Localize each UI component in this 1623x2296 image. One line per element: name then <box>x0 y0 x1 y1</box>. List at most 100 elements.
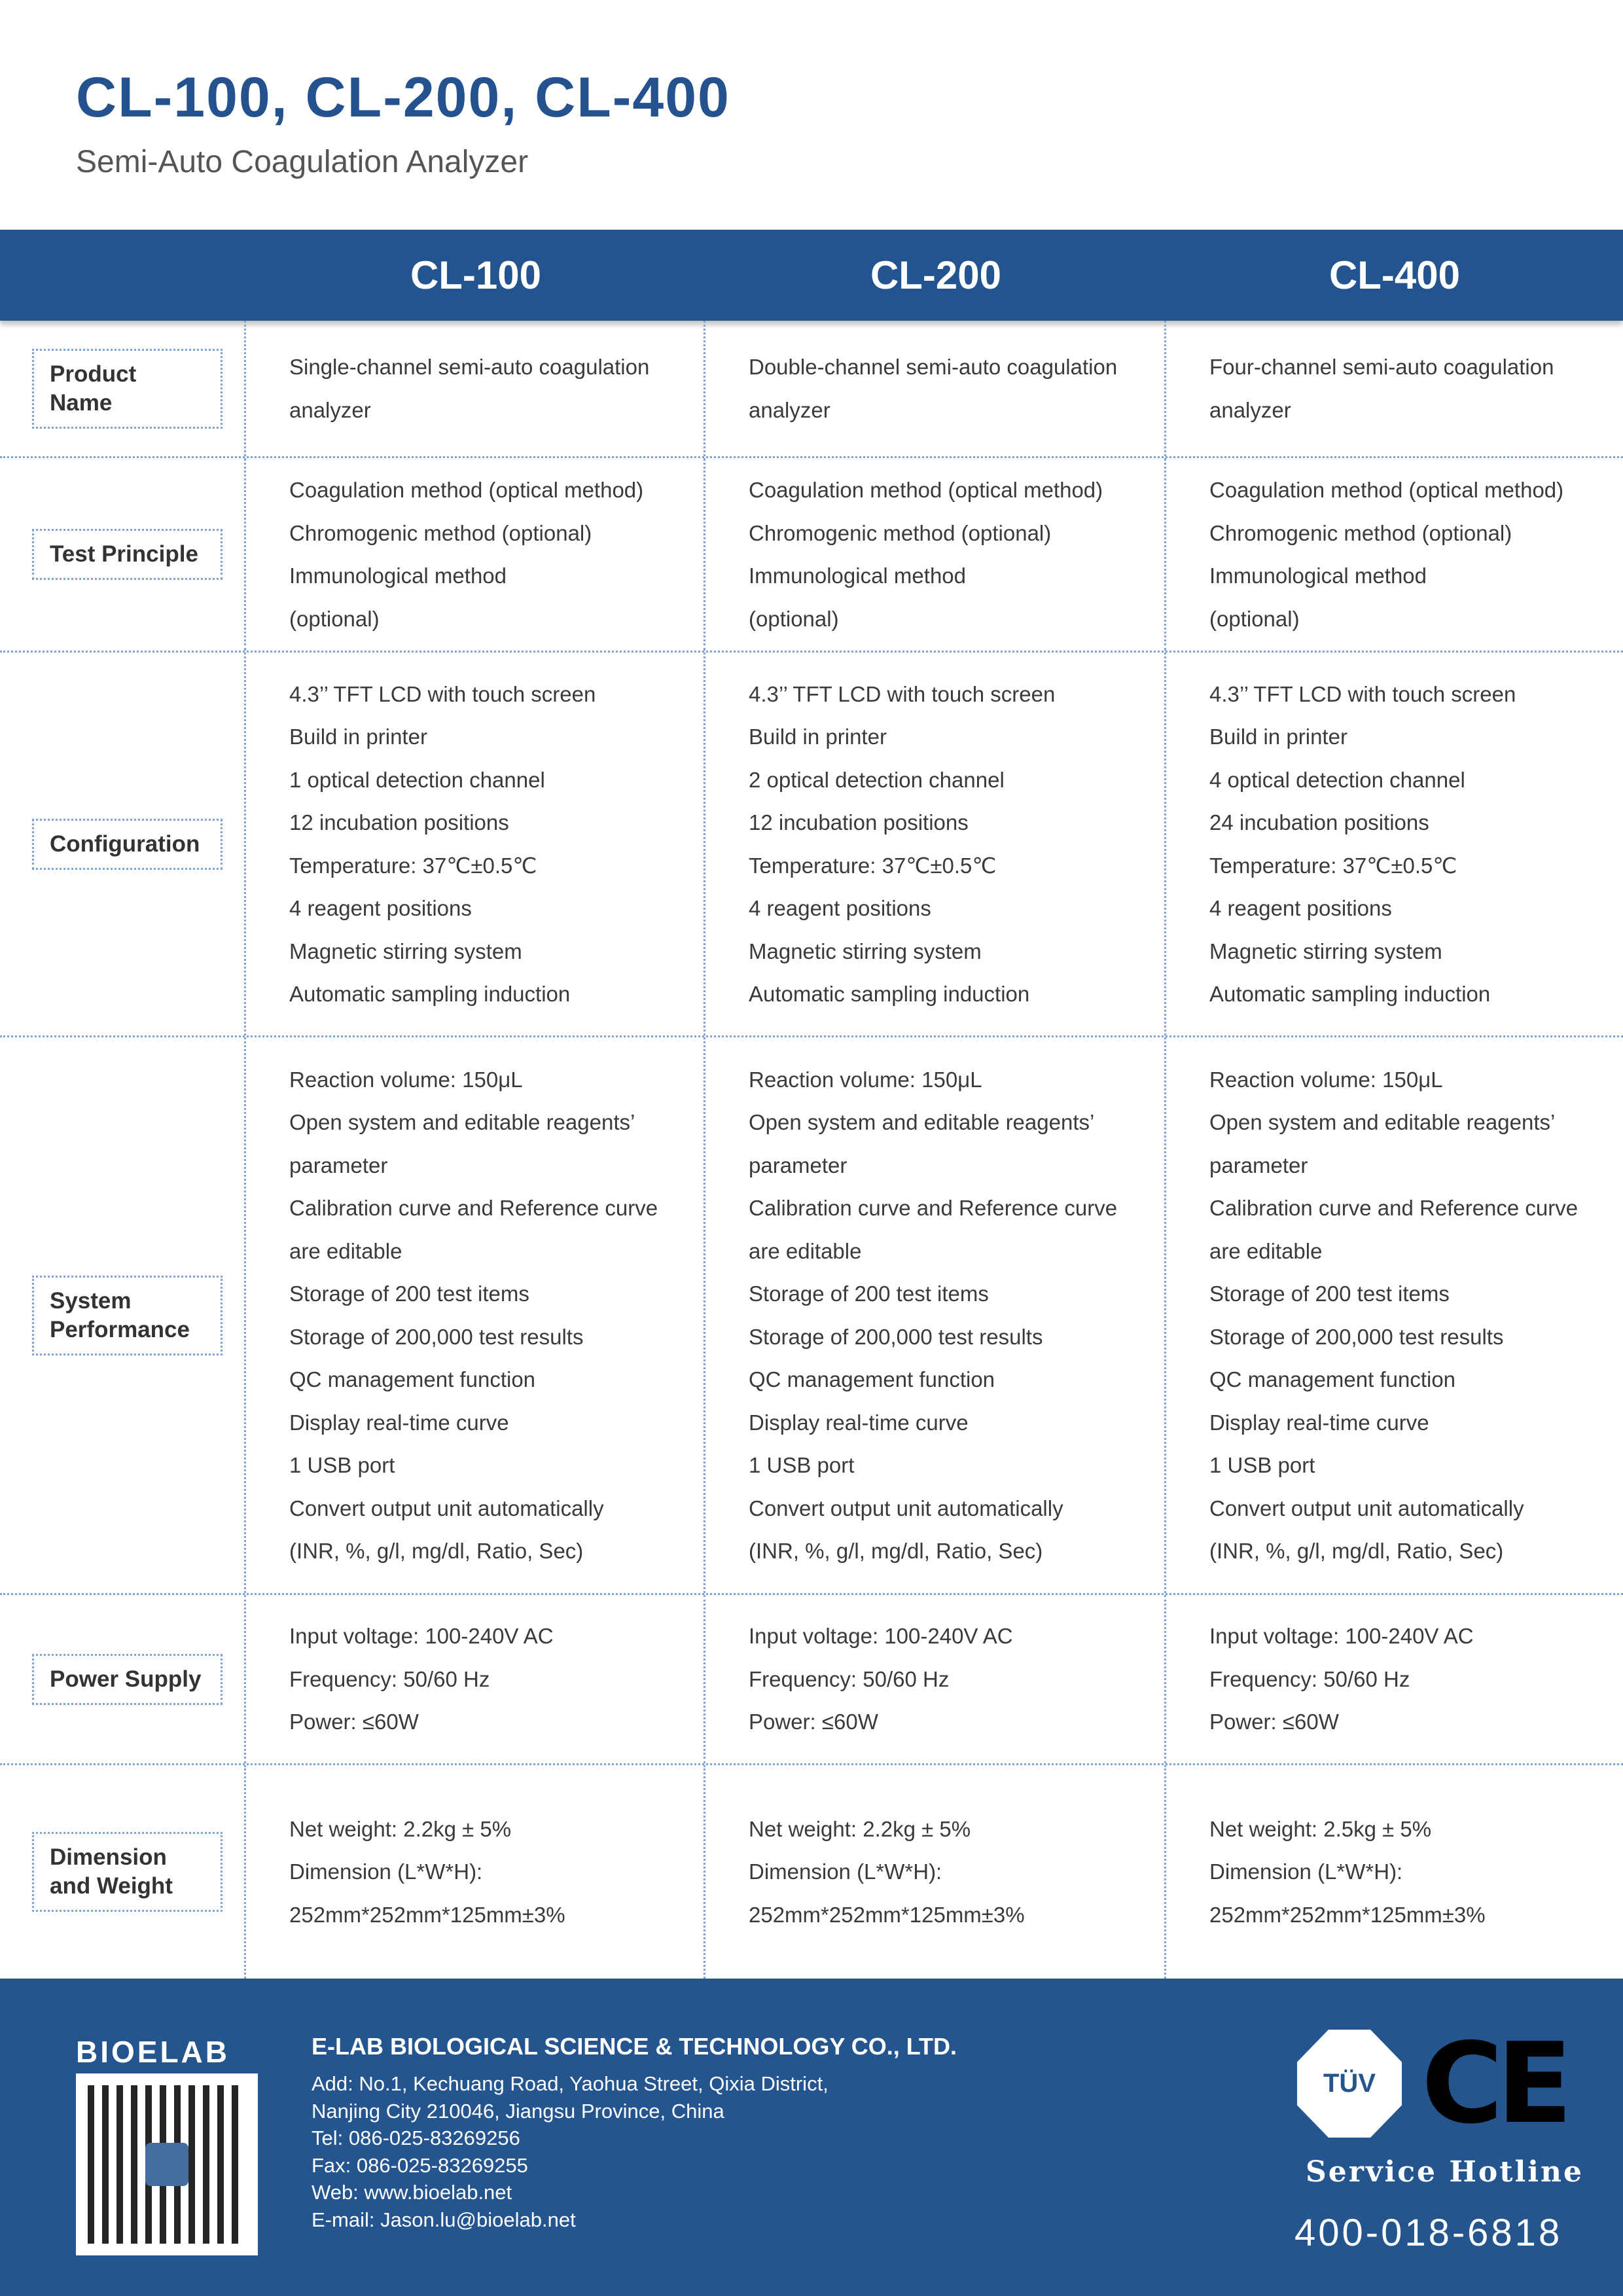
address-line: Nanjing City 210046, Jiangsu Province, C… <box>312 2099 724 2123</box>
footer: BIOELAB E-LAB BIOLOGICAL SCIENCE & TECHN… <box>0 1979 1623 2296</box>
spec-line: (INR, %, g/l, mg/dl, Ratio, Sec) <box>289 1539 584 1563</box>
spec-line: Calibration curve and Reference curve <box>1209 1196 1578 1220</box>
row-label-cell: Test Principle <box>0 458 246 651</box>
spec-line: Dimension (L*W*H): <box>749 1859 942 1884</box>
spec-line: Storage of 200,000 test results <box>289 1324 584 1349</box>
email-link[interactable]: E-mail: Jason.lu@bioelab.net <box>312 2208 576 2231</box>
service-hotline-number: 400-018-6818 <box>1294 2212 1563 2254</box>
spec-line: Immunological method <box>749 564 966 588</box>
column-header: CL-400 <box>1329 253 1461 297</box>
spec-line: Display real-time curve <box>1209 1410 1429 1435</box>
spec-line: Net weight: 2.5kg ± 5% <box>1209 1816 1432 1841</box>
spec-line: 252mm*252mm*125mm±3% <box>749 1902 1025 1927</box>
spec-line: are editable <box>749 1238 862 1263</box>
web-link[interactable]: Web: www.bioelab.net <box>312 2181 512 2204</box>
spec-line: 24 incubation positions <box>1209 810 1429 834</box>
row-label-cell: Dimension and Weight <box>0 1765 246 1979</box>
spec-line: 4 optical detection channel <box>1209 767 1465 792</box>
service-hotline-label: Service Hotline <box>1306 2155 1584 2189</box>
spec-line: 4.3’’ TFT LCD with touch screen <box>289 681 596 706</box>
spec-line: Power: ≤60W <box>749 1710 878 1734</box>
spec-cell: Double-channel semi-auto coagulation anal… <box>705 321 1166 456</box>
column-header-band: CL-100 CL-200 CL-400 <box>0 230 1623 321</box>
column-header: CL-100 <box>410 253 542 297</box>
table-row: Power Supply Input voltage: 100-240V AC Fr… <box>0 1595 1623 1765</box>
spec-line: Display real-time curve <box>289 1410 509 1435</box>
spec-line: Calibration curve and Reference curve <box>289 1196 658 1220</box>
spec-line: Magnetic stirring system <box>749 939 982 963</box>
spec-cell: Input voltage: 100-240V AC Frequency: 50/… <box>705 1595 1166 1763</box>
spec-line: Convert output unit automatically <box>289 1496 604 1520</box>
spec-line: Dimension (L*W*H): <box>1209 1859 1403 1884</box>
spec-cell: Coagulation method (optical method) Chrom… <box>1166 458 1623 651</box>
spec-line: 2 optical detection channel <box>749 767 1005 792</box>
ce-mark-logo: CE <box>1421 2019 1573 2149</box>
spec-line: Net weight: 2.2kg ± 5% <box>289 1816 512 1841</box>
spec-line: Power: ≤60W <box>1209 1710 1339 1734</box>
spec-line: Storage of 200 test items <box>749 1282 989 1306</box>
spec-line: 12 incubation positions <box>289 810 509 834</box>
spec-line: Reaction volume: 150μL <box>289 1067 523 1092</box>
spec-line: Input voltage: 100-240V AC <box>289 1624 554 1649</box>
spec-line: analyzer <box>1209 397 1291 422</box>
table-row: System Performance Reaction volume: 150μL… <box>0 1037 1623 1595</box>
spec-line: 1 USB port <box>289 1453 395 1477</box>
spec-line: Single-channel semi-auto coagulation <box>289 355 650 379</box>
spec-line: 1 USB port <box>1209 1453 1315 1477</box>
spec-cell: 4.3’’ TFT LCD with touch screen Build in … <box>705 653 1166 1035</box>
page-title: CL-100, CL-200, CL-400 <box>76 66 730 129</box>
spec-line: Open system and editable reagents’ <box>289 1110 635 1134</box>
spec-line: Immunological method <box>1209 564 1427 588</box>
spec-line: Build in printer <box>289 725 427 749</box>
row-label-cell: Power Supply <box>0 1595 246 1763</box>
spec-line: 252mm*252mm*125mm±3% <box>289 1902 565 1927</box>
spec-line: Net weight: 2.2kg ± 5% <box>749 1816 971 1841</box>
spec-line: Dimension (L*W*H): <box>289 1859 483 1884</box>
spec-line: parameter <box>1209 1153 1308 1177</box>
spec-cell: Input voltage: 100-240V AC Frequency: 50/… <box>246 1595 705 1763</box>
spec-cell: Input voltage: 100-240V AC Frequency: 50/… <box>1166 1595 1623 1763</box>
spec-table: Product Name Single-channel semi-auto coa… <box>0 321 1623 1979</box>
spec-line: Convert output unit automatically <box>1209 1496 1524 1520</box>
row-label: Dimension and Weight <box>32 1832 223 1912</box>
spec-cell: 4.3’’ TFT LCD with touch screen Build in … <box>246 653 705 1035</box>
spec-line: Magnetic stirring system <box>289 939 522 963</box>
spec-line: 4 reagent positions <box>289 896 472 920</box>
spec-cell: Reaction volume: 150μL Open system and ed… <box>705 1037 1166 1593</box>
spec-line: Automatic sampling induction <box>749 982 1030 1006</box>
spec-line: Reaction volume: 150μL <box>1209 1067 1443 1092</box>
spec-line: Double-channel semi-auto coagulation <box>749 355 1118 379</box>
spec-line: Storage of 200,000 test results <box>749 1324 1043 1349</box>
spec-line: QC management function <box>1209 1367 1456 1391</box>
table-row: Test Principle Coagulation method (optica… <box>0 458 1623 653</box>
spec-cell: Four-channel semi-auto coagulation analyz… <box>1166 321 1623 456</box>
bioelab-logo: BIOELAB <box>76 2035 230 2069</box>
spec-line: Temperature: 37℃±0.5℃ <box>749 853 997 878</box>
spec-line: (optional) <box>749 606 839 631</box>
spec-cell: 4.3’’ TFT LCD with touch screen Build in … <box>1166 653 1623 1035</box>
spec-line: Temperature: 37℃±0.5℃ <box>289 853 537 878</box>
spec-line: Storage of 200 test items <box>1209 1282 1450 1306</box>
spec-cell: Coagulation method (optical method) Chrom… <box>246 458 705 651</box>
spec-line: Display real-time curve <box>749 1410 969 1435</box>
spec-cell: Coagulation method (optical method) Chrom… <box>705 458 1166 651</box>
spec-line: Automatic sampling induction <box>1209 982 1491 1006</box>
spec-line: analyzer <box>749 397 830 422</box>
qr-code <box>76 2073 258 2255</box>
spec-line: Convert output unit automatically <box>749 1496 1063 1520</box>
spec-line: Automatic sampling induction <box>289 982 571 1006</box>
spec-line: Coagulation method (optical method) <box>289 478 644 502</box>
spec-line: 4 reagent positions <box>1209 896 1392 920</box>
spec-line: Frequency: 50/60 Hz <box>1209 1666 1410 1691</box>
table-row: Configuration 4.3’’ TFT LCD with touch sc… <box>0 653 1623 1037</box>
spec-cell: Net weight: 2.2kg ± 5% Dimension (L*W*H):… <box>246 1765 705 1979</box>
spec-line: Build in printer <box>749 725 887 749</box>
spec-line: Temperature: 37℃±0.5℃ <box>1209 853 1457 878</box>
spec-line: Input voltage: 100-240V AC <box>749 1624 1013 1649</box>
spec-line: QC management function <box>289 1367 536 1391</box>
spec-line: (optional) <box>1209 606 1300 631</box>
address-line: Add: No.1, Kechuang Road, Yaohua Street,… <box>312 2072 829 2095</box>
spec-line: 12 incubation positions <box>749 810 969 834</box>
row-label-cell: Product Name <box>0 321 246 456</box>
spec-line: Open system and editable reagents’ <box>1209 1110 1556 1134</box>
